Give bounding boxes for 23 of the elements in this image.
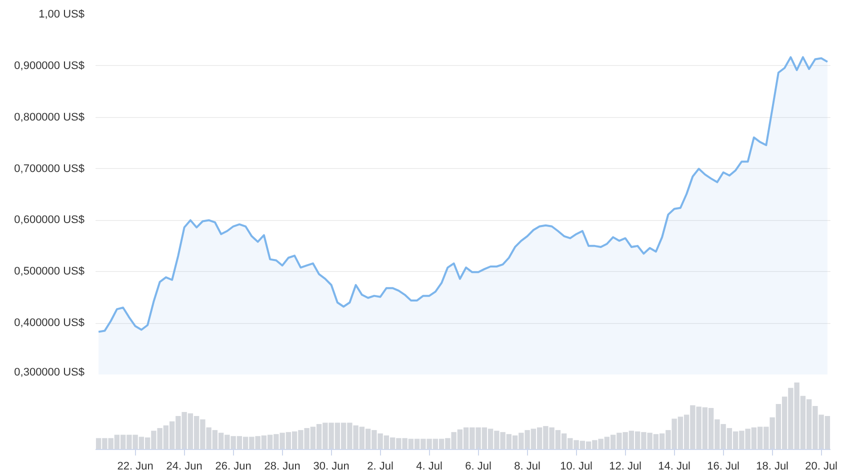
- x-tick-label: 30. Jun: [313, 460, 350, 472]
- y-tick-label: 0,400000 US$: [14, 317, 85, 330]
- y-tick-label: 0,600000 US$: [14, 214, 85, 226]
- y-tick-label: 0,900000 US$: [14, 60, 85, 72]
- x-tick-label: 2. Jul: [367, 460, 394, 472]
- x-tick-label: 24. Jun: [166, 460, 202, 472]
- y-tick-label: 0,700000 US$: [14, 162, 85, 175]
- x-tick-label: 26. Jun: [215, 460, 252, 472]
- x-tick-label: 16. Jul: [707, 460, 740, 472]
- x-tick-label: 20. Jul: [805, 460, 838, 472]
- x-tick-label: 6. Jul: [465, 460, 492, 472]
- x-tick-label: 10. Jul: [560, 460, 593, 472]
- x-tick-label: 14. Jul: [658, 460, 691, 472]
- x-tick-label: 18. Jul: [756, 460, 789, 472]
- x-tick-label: 22. Jun: [117, 460, 154, 472]
- y-tick-label: 0,300000 US$: [14, 366, 85, 378]
- y-tick-label: 0,500000 US$: [14, 266, 85, 278]
- x-tick-label: 28. Jun: [264, 460, 300, 472]
- x-tick-label: 8. Jul: [514, 460, 540, 472]
- y-tick-label: 0,800000 US$: [14, 111, 85, 124]
- x-tick-label: 12. Jul: [609, 460, 642, 472]
- y-tick-label: 1,00 US$: [38, 8, 85, 20]
- x-tick-label: 4. Jul: [416, 460, 442, 472]
